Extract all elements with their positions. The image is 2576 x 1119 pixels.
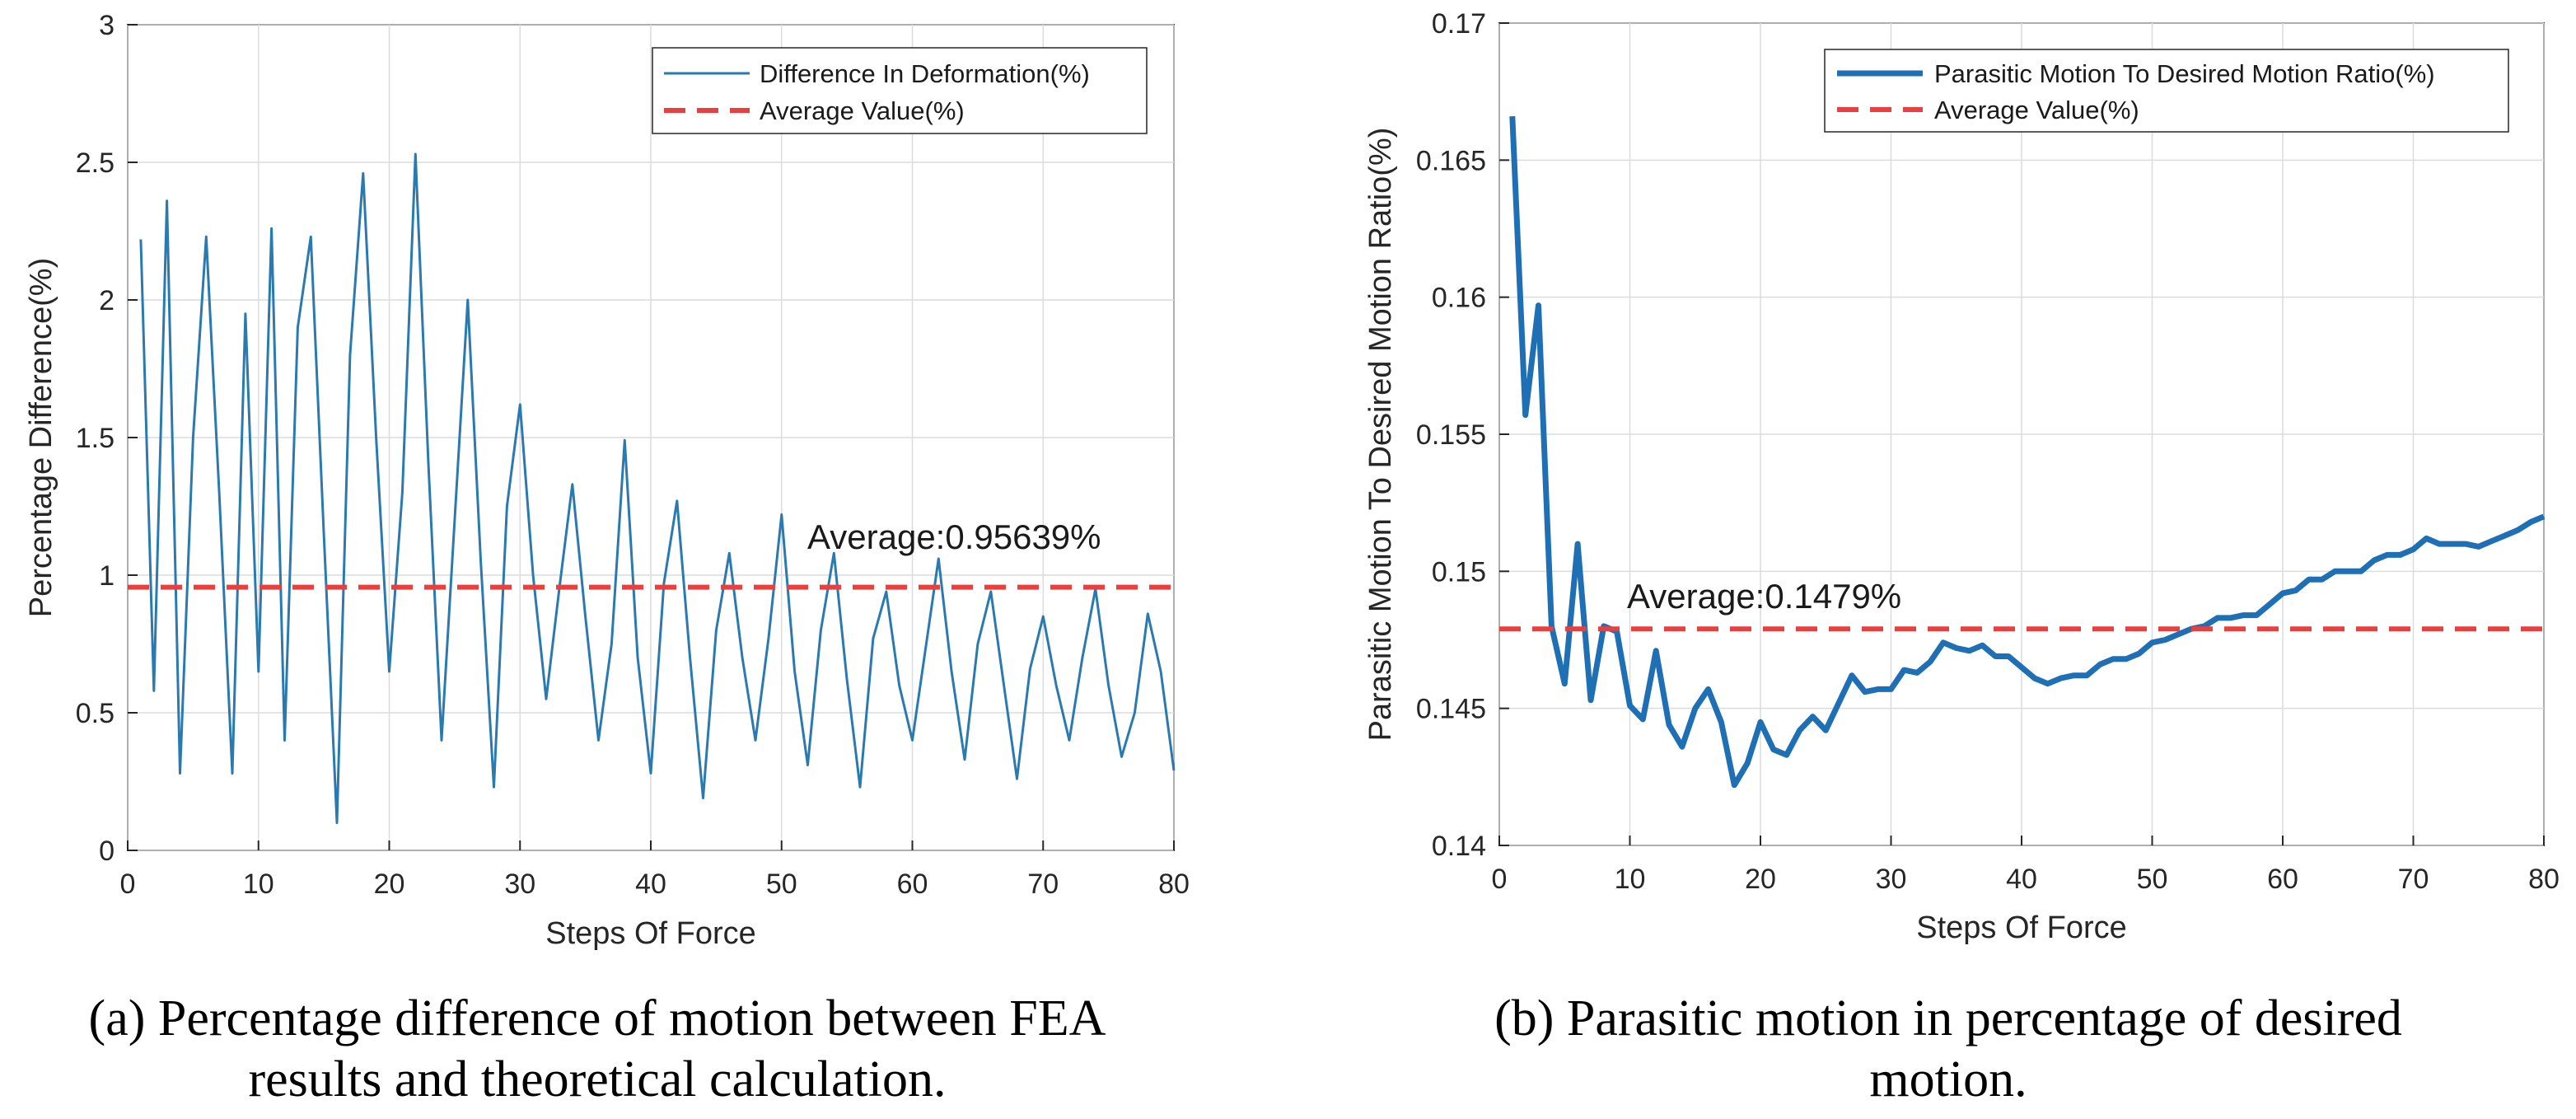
legend-box-a bbox=[652, 47, 1148, 134]
x-tick-label-a: 30 bbox=[504, 869, 535, 900]
y-tick-label-a: 3 bbox=[99, 10, 115, 41]
annotation-b: Average:0.1479% bbox=[1627, 577, 1901, 616]
x-tick-label-a: 10 bbox=[243, 869, 274, 900]
legend-a: Difference In Deformation(%) Average Val… bbox=[652, 47, 1148, 134]
x-tick-label-a: 0 bbox=[120, 869, 136, 900]
legend-box-b bbox=[1824, 49, 2509, 133]
x-tick-label-b: 20 bbox=[1745, 864, 1776, 895]
series-b bbox=[1499, 115, 2546, 789]
legend-b: Parasitic Motion To Desired Motion Ratio… bbox=[1824, 49, 2509, 133]
y-tick-label-b: 0.155 bbox=[1416, 419, 1486, 451]
y-tick-label-a: 2 bbox=[99, 285, 115, 316]
x-tick-label-b: 60 bbox=[2267, 864, 2298, 895]
y-tick-label-a: 0 bbox=[99, 836, 115, 867]
series-line-b bbox=[1509, 115, 2546, 789]
y-tick-label-b: 0.17 bbox=[1432, 8, 1486, 40]
caption-a-line2: results and theoretical calculation. bbox=[249, 1051, 947, 1107]
y-tick-label-b: 0.15 bbox=[1432, 556, 1486, 588]
x-tick-label-b: 40 bbox=[2006, 864, 2037, 895]
y-tick-label-a: 2.5 bbox=[76, 147, 115, 179]
x-tick-label-a: 50 bbox=[766, 869, 797, 900]
chart-b: 0 10 20 30 40 50 60 70 80 0.14 0.145 0.15 0.155 0.16 0… bbox=[1363, 8, 2560, 1107]
y-tick-label-b: 0.16 bbox=[1432, 283, 1486, 314]
y-tick-label-b: 0.14 bbox=[1432, 831, 1486, 862]
x-axis-label-a: Steps Of Force bbox=[545, 916, 756, 951]
legend-label-parasitic: Parasitic Motion To Desired Motion Ratio… bbox=[1934, 59, 2435, 88]
x-tick-label-a: 40 bbox=[635, 869, 666, 900]
y-tick-label-a: 0.5 bbox=[76, 698, 115, 729]
ticks-b: 0 10 20 30 40 50 60 70 80 0.14 0.145 0.15 0.155 0.16 0… bbox=[1416, 8, 2560, 895]
x-tick-label-a: 20 bbox=[374, 869, 405, 900]
caption-b-line2: motion. bbox=[1869, 1051, 2027, 1107]
x-tick-label-a: 80 bbox=[1158, 869, 1190, 900]
legend-label-deformation: Difference In Deformation(%) bbox=[760, 59, 1090, 88]
x-tick-label-a: 70 bbox=[1027, 869, 1059, 900]
y-tick-label-a: 1.5 bbox=[76, 423, 115, 454]
x-tick-label-b: 30 bbox=[1876, 864, 1907, 895]
y-axis-label-a: Percentage Difference(%) bbox=[24, 258, 58, 618]
series-line-a bbox=[139, 152, 1176, 825]
y-tick-label-a: 1 bbox=[99, 560, 115, 592]
caption-a-line1: (a) Percentage difference of motion betw… bbox=[89, 990, 1106, 1046]
x-axis-label-b: Steps Of Force bbox=[1916, 911, 2127, 945]
chart-a: 0 10 20 30 40 50 60 70 80 0 0.5 1 1.5 2 2.5 3 Steps Of … bbox=[24, 10, 1190, 1107]
annotation-a: Average:0.95639% bbox=[807, 517, 1101, 556]
caption-b-line1: (b) Parasitic motion in percentage of de… bbox=[1494, 990, 2402, 1046]
legend-label-average-b: Average Value(%) bbox=[1934, 96, 2139, 124]
x-tick-label-b: 50 bbox=[2137, 864, 2168, 895]
ticks-a: 0 10 20 30 40 50 60 70 80 0 0.5 1 1.5 2 2.5 3 bbox=[76, 10, 1190, 900]
series-a bbox=[128, 152, 1176, 825]
legend-label-average-a: Average Value(%) bbox=[760, 96, 965, 125]
x-tick-label-b: 0 bbox=[1492, 864, 1508, 895]
x-tick-label-b: 10 bbox=[1615, 864, 1646, 895]
x-tick-label-b: 80 bbox=[2528, 864, 2560, 895]
x-tick-label-a: 60 bbox=[897, 869, 928, 900]
y-tick-label-b: 0.145 bbox=[1416, 694, 1486, 725]
x-tick-label-b: 70 bbox=[2398, 864, 2429, 895]
y-axis-label-b: Parasitic Motion To Desired Motion Ratio… bbox=[1363, 128, 1398, 742]
y-tick-label-b: 0.165 bbox=[1416, 145, 1486, 176]
